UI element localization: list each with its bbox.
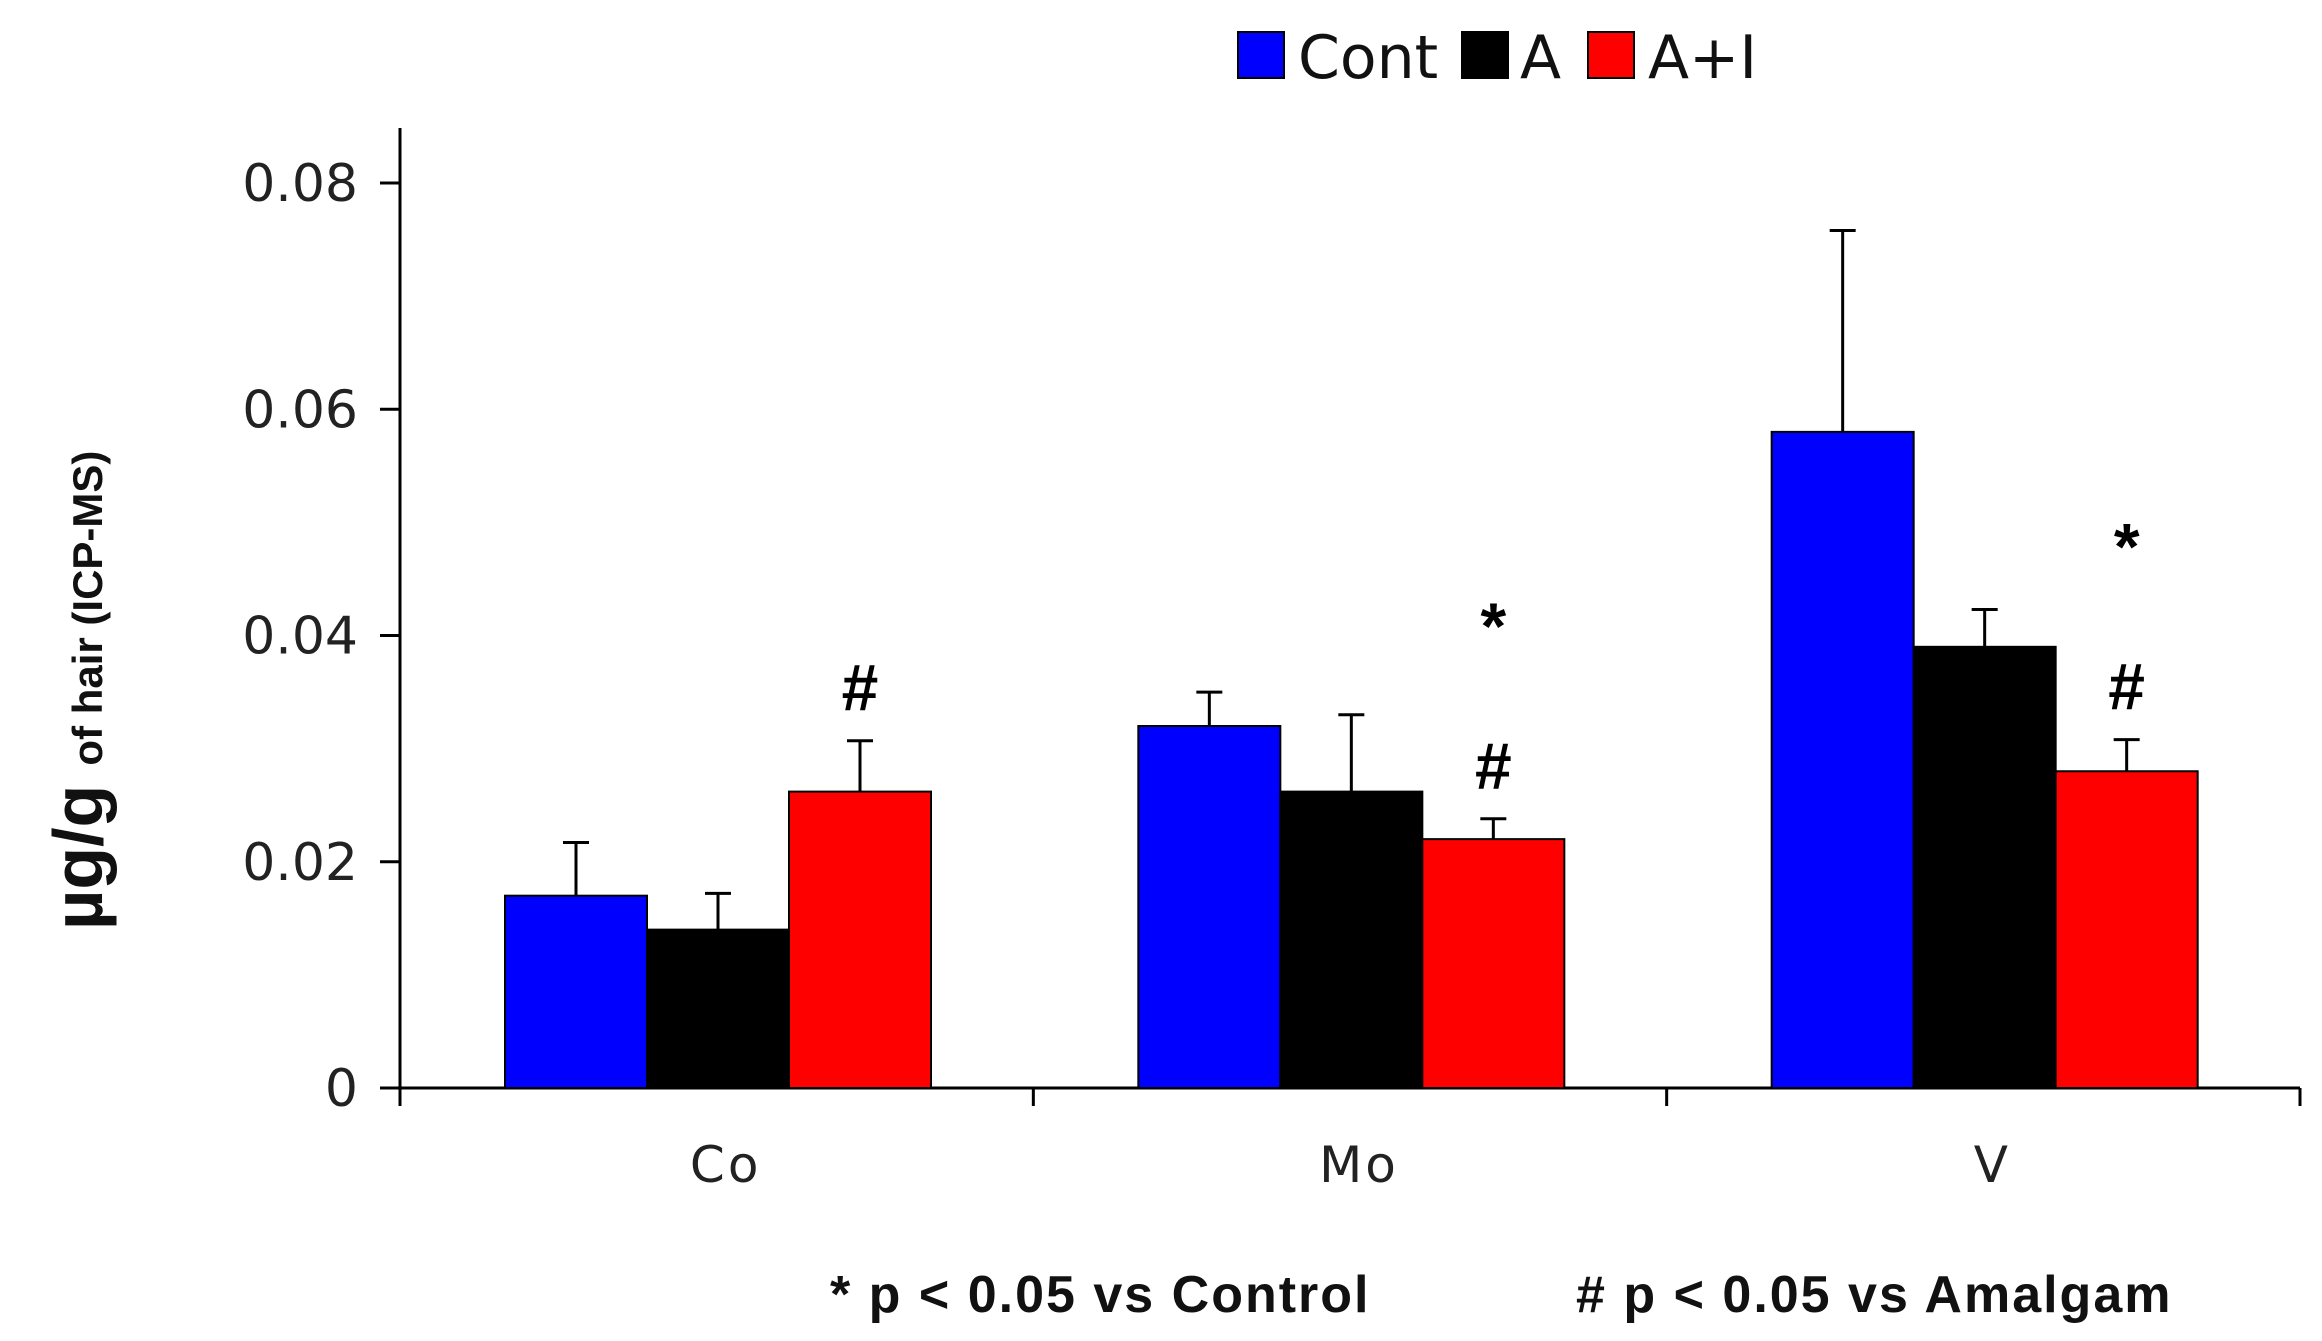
y-tick-label: 0.04 xyxy=(242,607,358,667)
bar-mo-cont xyxy=(1137,725,1282,1089)
footnote-vs-control: * p < 0.05 vs Control xyxy=(830,1266,1371,1324)
significance-marks: # # * # * xyxy=(842,510,2145,803)
legend-label-cont: Cont xyxy=(1298,23,1438,93)
error-bars xyxy=(563,229,2140,930)
legend-label-a: A xyxy=(1520,23,1561,93)
y-axis-label-unit: µg/g xyxy=(39,785,117,930)
legend-swatch-ai xyxy=(1587,31,1635,79)
y-tick-label: 0.08 xyxy=(242,154,358,214)
category-labels: Co Mo V xyxy=(690,1136,2011,1194)
significance-hash-mark: # xyxy=(1475,729,1512,803)
bar-co-cont xyxy=(504,894,648,1089)
x-category-label: V xyxy=(1974,1136,2011,1194)
legend-swatch-cont xyxy=(1237,31,1285,79)
x-category-label: Mo xyxy=(1319,1136,1399,1194)
significance-hash-mark: # xyxy=(842,651,879,725)
significance-star-mark: * xyxy=(1480,589,1506,663)
bar-mo-a xyxy=(1279,790,1424,1089)
bar-co-aplusi xyxy=(788,790,932,1089)
y-ticks: 0 0.02 0.04 0.06 0.08 xyxy=(242,154,400,1119)
x-category-label: Co xyxy=(690,1136,762,1194)
bar-co-a xyxy=(646,928,790,1089)
y-tick-label: 0 xyxy=(325,1059,358,1119)
significance-hash-mark: # xyxy=(2108,650,2145,724)
bars xyxy=(504,430,2199,1089)
significance-star-mark: * xyxy=(2114,510,2140,584)
footnote-vs-amalgam: # p < 0.05 vs Amalgam xyxy=(1576,1266,2172,1324)
legend: Cont A A+I xyxy=(1237,23,1757,93)
y-axis-label-sub: of hair (ICP-MS) xyxy=(64,451,111,766)
x-ticks xyxy=(398,1088,2302,1106)
y-axis-label: µg/g of hair (ICP-MS) xyxy=(39,451,117,930)
bar-v-cont xyxy=(1770,430,1915,1089)
bar-mo-aplusi xyxy=(1421,838,1566,1089)
y-tick-label: 0.02 xyxy=(242,833,358,893)
bar-v-a xyxy=(1912,645,2057,1089)
y-tick-label: 0.06 xyxy=(242,380,358,440)
bar-v-aplusi xyxy=(2054,770,2199,1089)
legend-swatch-a xyxy=(1461,31,1509,79)
legend-label-ai: A+I xyxy=(1648,23,1757,93)
